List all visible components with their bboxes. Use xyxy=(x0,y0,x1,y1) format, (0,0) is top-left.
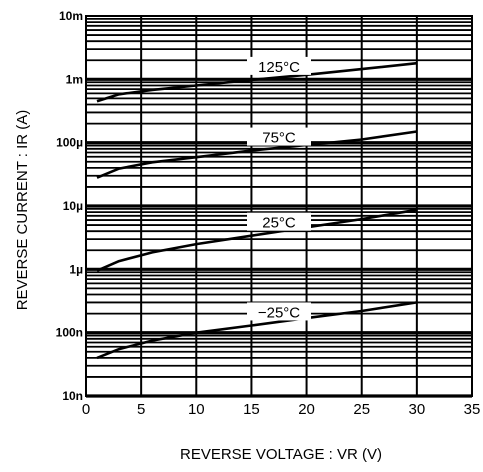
series-label: 75°C xyxy=(262,130,296,147)
y-tick-label: 100n xyxy=(56,326,83,340)
x-tick-label: 5 xyxy=(137,401,145,418)
x-tick-label: 30 xyxy=(409,401,426,418)
x-tick-label: 10 xyxy=(188,401,205,418)
series-lines xyxy=(96,61,418,360)
y-tick-label: 1m xyxy=(66,72,83,86)
x-tick-labels: 0 5 10 15 20 25 30 35 xyxy=(82,401,481,418)
plot-frame xyxy=(85,15,473,397)
series-label: 25°C xyxy=(262,215,296,232)
series-label-backdrop xyxy=(247,302,311,321)
y-tick-label: 10µ xyxy=(63,199,83,213)
y-axis-label: REVERSE CURRENT : IR (A) xyxy=(14,110,31,311)
x-tick-label: 35 xyxy=(464,401,481,418)
y-tick-label: 100µ xyxy=(56,136,83,150)
x-tick-label: 20 xyxy=(298,401,315,418)
x-tick-label: 15 xyxy=(243,401,260,418)
y-tick-label: 1µ xyxy=(69,262,83,276)
series-labels: 125°C 75°C 25°C −25°C xyxy=(247,56,311,321)
series-line xyxy=(96,301,418,360)
series-line xyxy=(96,130,418,179)
y-tick-label: 10n xyxy=(62,389,83,403)
series-label-backdrop xyxy=(247,56,311,75)
series-line xyxy=(96,208,418,272)
x-tick-label: 25 xyxy=(353,401,370,418)
series-label-backdrop xyxy=(247,127,311,146)
y-tick-label: 10m xyxy=(59,9,83,23)
x-axis-label: REVERSE VOLTAGE : VR (V) xyxy=(180,446,382,463)
x-tick-label: 0 xyxy=(82,401,90,418)
series-line xyxy=(96,61,418,103)
y-tick-labels: 10n 100n 1µ 10µ 100µ 1m 10m xyxy=(56,9,83,403)
series-label: 125°C xyxy=(258,59,300,76)
series-label-backdrop xyxy=(247,212,311,231)
grid xyxy=(85,16,473,398)
series-label: −25°C xyxy=(258,304,300,321)
